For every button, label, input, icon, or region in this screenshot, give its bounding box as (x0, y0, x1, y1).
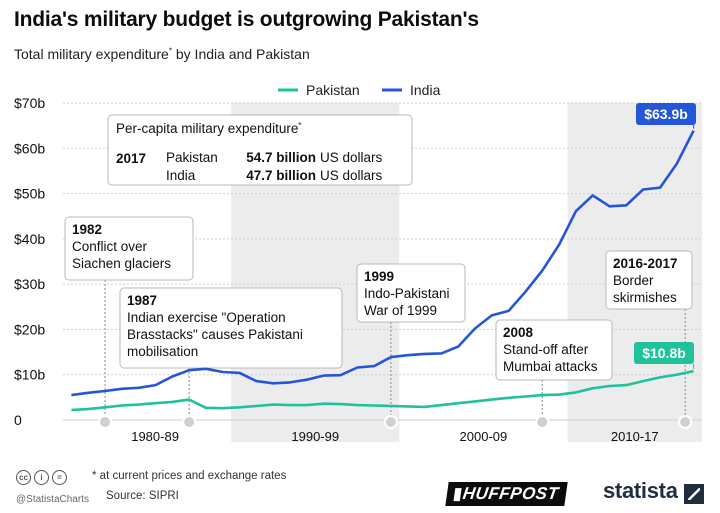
y-tick-label: $60b (14, 140, 45, 156)
event-year: 1982 (72, 222, 102, 237)
end-label-pakistan: $10.8b (642, 345, 686, 361)
event-text: War of 1999 (364, 303, 437, 318)
y-tick-label: $30b (14, 276, 45, 292)
end-label-india: $63.9b (644, 106, 688, 122)
event-marker (383, 415, 398, 429)
event-year: 2008 (503, 325, 534, 340)
event-box (605, 250, 693, 310)
info-box-year: 2017 (116, 151, 146, 166)
event-text: Stand-off after (503, 342, 589, 357)
info-box-country: Pakistan (166, 150, 218, 165)
y-tick-label: 0 (14, 412, 22, 428)
event-marker (678, 415, 693, 429)
event-box (495, 319, 613, 381)
decade-label: 1990-99 (291, 429, 339, 444)
footnote: * at current prices and exchange rates (92, 470, 287, 482)
statista-logo: statista (603, 478, 678, 503)
statista-logo-icon (684, 484, 704, 504)
end-label-box (636, 103, 696, 125)
creative-commons-icon: cc (16, 470, 31, 485)
event-box (64, 216, 194, 281)
line-chart: 0 $10b $20b $30b $40b $50b $60b $70b 1980-89 1990… (14, 82, 702, 444)
event-marker (98, 415, 113, 429)
end-label-box (634, 342, 694, 364)
y-tick-label: $10b (14, 367, 45, 383)
event-text: skirmishes (613, 290, 677, 305)
license-icons: cc i = (16, 470, 67, 485)
event-text: Mumbai attacks (503, 359, 598, 374)
legend-label-pakistan: Pakistan (306, 82, 360, 98)
decade-label: 1980-89 (131, 429, 179, 444)
info-box (107, 114, 413, 186)
info-box-unit: US dollars (320, 168, 383, 183)
event-marker (535, 415, 550, 429)
event-text: mobilisation (127, 344, 198, 359)
event-box (356, 263, 466, 323)
y-tick-label: $20b (14, 321, 45, 337)
event-year: 2016-2017 (613, 256, 678, 271)
no-derivatives-icon: = (52, 470, 67, 485)
event-text: Indian exercise "Operation (127, 310, 286, 325)
event-text: Border (613, 273, 654, 288)
statista-handle: @StatistaCharts (16, 494, 89, 505)
event-text: Conflict over (72, 239, 148, 254)
series-line-india (71, 130, 695, 397)
y-tick-label: $70b (14, 95, 45, 111)
subtitle-footnote-mark: * (168, 46, 172, 56)
info-box-value: 47.7 billion (246, 168, 316, 183)
decade-label: 2000-09 (460, 429, 508, 444)
legend-label-india: India (410, 82, 441, 98)
event-marker (182, 415, 197, 429)
info-box-value: 54.7 billion (246, 150, 316, 165)
info-box-unit: US dollars (320, 150, 383, 165)
info-box-title: Per-capita military expenditure* (116, 121, 301, 136)
chart-title: India's military budget is outgrowing Pa… (14, 8, 479, 31)
series-line-pakistan (71, 369, 694, 412)
footer: cc i = @StatistaCharts * at current pric… (0, 462, 720, 513)
decade-label: 2010-17 (611, 429, 659, 444)
event-box (119, 287, 343, 369)
event-year: 1987 (127, 293, 157, 308)
y-tick-label: $50b (14, 186, 45, 202)
chart-subtitle: Total military expenditure* by India and… (14, 46, 310, 62)
event-text: Siachen glaciers (72, 256, 171, 271)
info-box-footnote-mark: * (298, 121, 301, 130)
huffpost-logo: ▮HUFFPOST (445, 482, 569, 506)
y-tick-label: $40b (14, 231, 45, 247)
info-box-country: India (166, 168, 196, 183)
attribution-icon: i (34, 470, 49, 485)
event-text: Indo-Pakistani (364, 286, 450, 301)
source-note: Source: SIPRI (106, 490, 179, 502)
event-text: Brasstacks" causes Pakistani (127, 327, 303, 342)
event-year: 1999 (364, 269, 394, 284)
